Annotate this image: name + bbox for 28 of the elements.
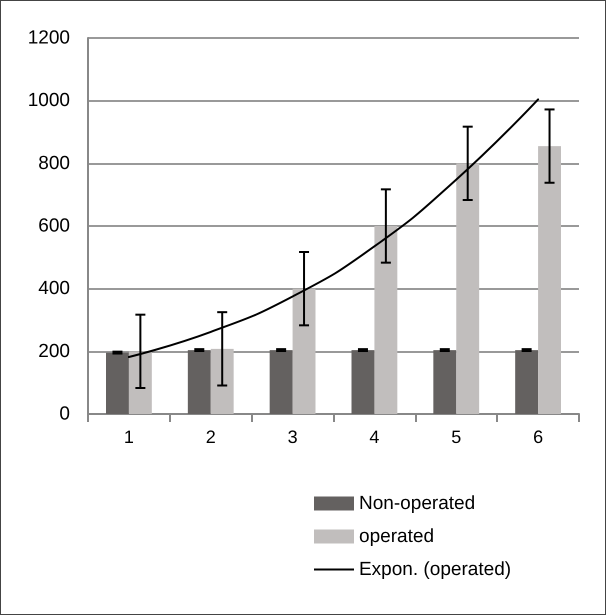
y-tick-label: 0 [59,404,70,424]
bar [210,348,234,414]
x-tick-label: 6 [533,427,544,447]
y-tick-label: 1000 [28,90,70,112]
bar [292,288,316,414]
bar [270,350,293,414]
bar [106,352,129,414]
bar [538,146,561,414]
bar [188,350,211,414]
bar [374,226,398,414]
y-tick-label: 800 [38,152,70,174]
legend-label: operated [359,526,434,547]
legend-label: Non-operated [359,493,476,514]
x-tick-label: 4 [369,427,380,447]
x-tick-label: 1 [124,427,134,447]
bar [352,350,374,414]
bar [515,350,538,414]
x-tick-label: 3 [288,427,298,447]
bar [456,163,480,414]
legend-label: Expon. (operated) [359,559,512,580]
y-tick-label: 1200 [28,28,70,48]
x-tick-label: 2 [206,427,216,447]
bar [433,350,456,414]
bar [128,351,152,414]
y-tick-label: 400 [38,278,70,300]
x-tick-label: 5 [451,427,462,447]
y-tick-label: 200 [38,340,70,362]
y-tick-label: 600 [38,216,70,236]
